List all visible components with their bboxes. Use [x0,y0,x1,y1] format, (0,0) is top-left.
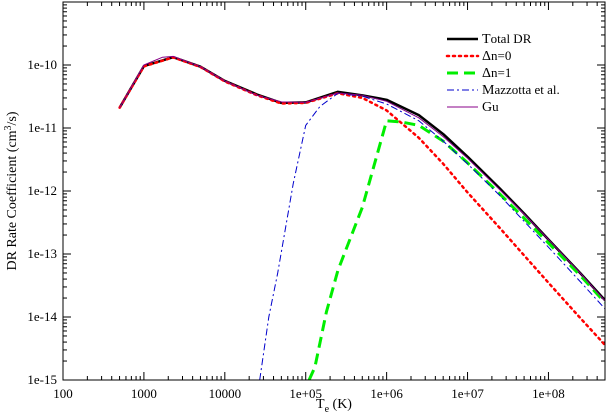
legend-label-rest: n=0 [491,48,511,63]
legend-label: Δn=1 [482,65,511,81]
x-tick-label: 100 [53,386,73,401]
y-tick-label: 1e-15 [27,372,57,387]
legend-label: Mazzotta et al. [482,82,560,98]
y-axis-label-main: DR Rate Coefficient (cm [5,130,20,270]
y-tick-label: 1e-13 [27,246,57,261]
legend-label-rest: otal DR [491,31,532,46]
x-tick-label: 10000 [209,386,242,401]
series-line-gu [119,55,605,302]
legend-label: Gu [482,99,499,115]
y-tick-label: 1e-14 [27,309,57,324]
legend-label-rest: azzotta et al. [494,82,559,97]
x-tick-label: 1e+06 [370,386,403,401]
y-axis-label-sup: 3 [3,125,14,130]
legend-label-initial: M [482,83,495,98]
series-line-delta-n-1 [307,119,605,380]
series-line-mazzotta [259,92,605,380]
legend-label-rest: u [492,99,499,114]
legend-label: Δn=0 [482,48,511,64]
plot-frame [62,1,606,381]
legend-label-initial: G [482,100,492,115]
y-tick-label: 1e-12 [27,183,57,198]
series-line-delta-n-0 [118,56,605,347]
axis-ticks [62,2,605,381]
y-tick-label: 1e-10 [27,57,57,72]
series-layer [118,55,605,380]
x-tick-label: 1e+05 [289,386,322,401]
x-axis-label-main: T [316,397,325,412]
y-tick-label: 1e-11 [28,120,57,135]
x-tick-label: 1000 [131,386,157,401]
legend-label-initial: Δ [482,66,491,81]
y-axis-label-unit: /s) [5,111,20,125]
legend-label-initial: T [482,32,491,47]
x-tick-label: 1e+08 [532,386,565,401]
x-tick-label: 1e+07 [451,386,484,401]
legend-label: Total DR [482,31,532,47]
tick-labels: 100 1000 10000 1e+05 1e+06 1e+07 1e+08 1e-15 1e-… [27,57,564,401]
x-axis-label: Te (K) [316,397,352,415]
y-axis-label: DR Rate Coefficient (cm3/s) [3,111,20,270]
legend-label-rest: n=1 [491,65,511,80]
x-axis-label-sub: e [325,404,330,415]
legend-label-initial: Δ [482,49,491,64]
x-axis-label-unit: (K) [329,397,352,412]
